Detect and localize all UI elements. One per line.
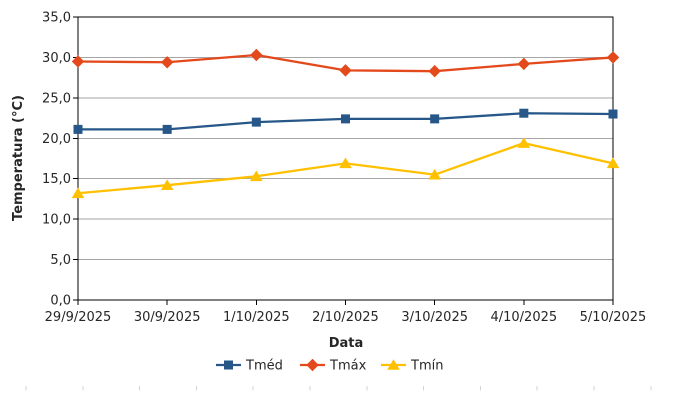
data-point-tméd bbox=[251, 117, 261, 127]
legend-marker-tmáx bbox=[306, 358, 319, 372]
y-tick-label: 0,0 bbox=[50, 294, 71, 309]
legend-marker-tmín bbox=[387, 359, 400, 370]
legend-label-tmáx: Tmáx bbox=[329, 359, 367, 374]
data-point-tmáx bbox=[160, 56, 174, 69]
x-tick-label: 5/10/2025 bbox=[580, 310, 647, 325]
data-point-tmín bbox=[606, 157, 620, 169]
series-line-tmín bbox=[76, 141, 615, 195]
x-tick-label: 3/10/2025 bbox=[401, 310, 468, 325]
legend-marker-tméd bbox=[224, 360, 233, 370]
y-tick-label: 5,0 bbox=[50, 253, 71, 268]
data-point-tméd bbox=[341, 114, 350, 124]
x-axis-title: Data bbox=[329, 336, 364, 351]
data-point-tméd bbox=[519, 108, 529, 118]
y-tick-label: 30,0 bbox=[42, 51, 71, 66]
y-tick-label: 35,0 bbox=[42, 11, 71, 26]
data-point-tmín bbox=[339, 157, 352, 169]
data-point-tmáx bbox=[339, 64, 352, 77]
data-point-tmáx bbox=[71, 55, 85, 68]
x-tick-label: 1/10/2025 bbox=[223, 310, 290, 325]
x-tick-label: 2/10/2025 bbox=[312, 310, 379, 325]
data-point-tmáx bbox=[606, 51, 620, 64]
data-point-tmín bbox=[517, 137, 531, 148]
data-point-tmáx bbox=[428, 64, 441, 78]
data-point-tméd bbox=[162, 124, 172, 134]
x-tick-label: 4/10/2025 bbox=[490, 310, 557, 325]
y-tick-label: 20,0 bbox=[42, 132, 71, 147]
data-point-tméd bbox=[430, 114, 440, 124]
legend-label-tméd: Tméd bbox=[245, 359, 283, 374]
y-tick-label: 10,0 bbox=[42, 213, 71, 228]
data-point-tméd bbox=[608, 109, 618, 119]
x-tick-label: 29/9/2025 bbox=[45, 310, 112, 325]
y-tick-label: 15,0 bbox=[42, 172, 71, 187]
x-tick-label: 30/9/2025 bbox=[134, 310, 201, 325]
y-axis-title: Temperatura (°C) bbox=[11, 95, 26, 221]
data-point-tmáx bbox=[517, 57, 531, 71]
data-point-tmín bbox=[160, 179, 174, 190]
data-point-tmín bbox=[250, 170, 263, 182]
data-point-tmín bbox=[428, 168, 441, 180]
data-point-tméd bbox=[73, 124, 83, 134]
data-point-tmín bbox=[71, 187, 85, 199]
y-tick-label: 25,0 bbox=[42, 91, 71, 106]
legend-label-tmín: Tmín bbox=[410, 359, 443, 374]
data-point-tmáx bbox=[250, 48, 263, 62]
